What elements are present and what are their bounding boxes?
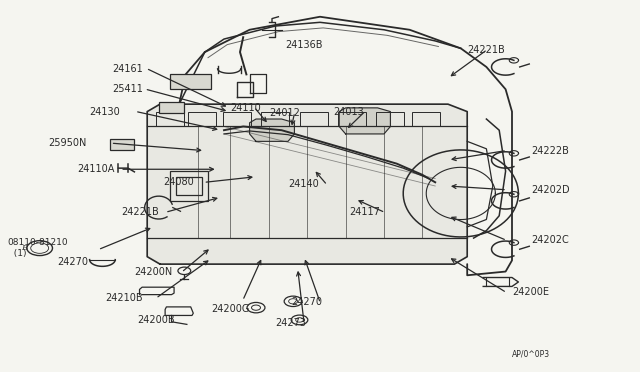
- Text: 24221B: 24221B: [122, 207, 159, 217]
- Bar: [176, 177, 202, 195]
- Polygon shape: [250, 119, 294, 141]
- Text: 24200N: 24200N: [134, 267, 173, 276]
- Text: 24270: 24270: [58, 257, 88, 267]
- Text: (1): (1): [8, 249, 26, 258]
- Text: 24222B: 24222B: [531, 146, 569, 155]
- Text: 24200E: 24200E: [512, 287, 549, 297]
- Text: 24140: 24140: [288, 179, 319, 189]
- Text: 24210B: 24210B: [106, 293, 143, 302]
- Bar: [338, 112, 366, 126]
- Text: 08110-81210: 08110-81210: [8, 238, 68, 247]
- Text: AP/0^0P3: AP/0^0P3: [512, 350, 550, 359]
- Text: 24200B: 24200B: [138, 315, 175, 325]
- Text: 24130: 24130: [90, 107, 120, 116]
- Bar: [412, 112, 440, 126]
- Text: 24012: 24012: [269, 109, 300, 118]
- Text: 24080: 24080: [163, 177, 194, 187]
- Bar: [156, 112, 184, 126]
- Text: 24110: 24110: [230, 103, 261, 113]
- Bar: [110, 139, 134, 150]
- Text: B: B: [21, 244, 28, 252]
- Text: 24161: 24161: [112, 64, 143, 74]
- Bar: [261, 112, 289, 126]
- Bar: [188, 112, 216, 126]
- Text: 24110A: 24110A: [77, 164, 114, 174]
- Text: 24136B: 24136B: [285, 40, 323, 49]
- Bar: [376, 112, 404, 126]
- Text: 25411: 25411: [112, 84, 143, 94]
- Bar: [300, 112, 328, 126]
- Bar: [170, 171, 208, 201]
- Text: 25950N: 25950N: [48, 138, 86, 148]
- Text: 24221B: 24221B: [467, 45, 505, 55]
- Text: 24117: 24117: [349, 207, 380, 217]
- Text: 24270: 24270: [291, 297, 322, 307]
- Bar: [170, 74, 211, 89]
- Text: 24202C: 24202C: [531, 235, 569, 245]
- Bar: [223, 112, 251, 126]
- Text: 24200G: 24200G: [211, 304, 250, 314]
- Polygon shape: [339, 108, 390, 134]
- Polygon shape: [147, 104, 467, 264]
- Bar: [159, 102, 184, 113]
- Text: 24273: 24273: [275, 318, 306, 327]
- Text: 24013: 24013: [333, 107, 364, 116]
- Text: 24202D: 24202D: [531, 185, 570, 195]
